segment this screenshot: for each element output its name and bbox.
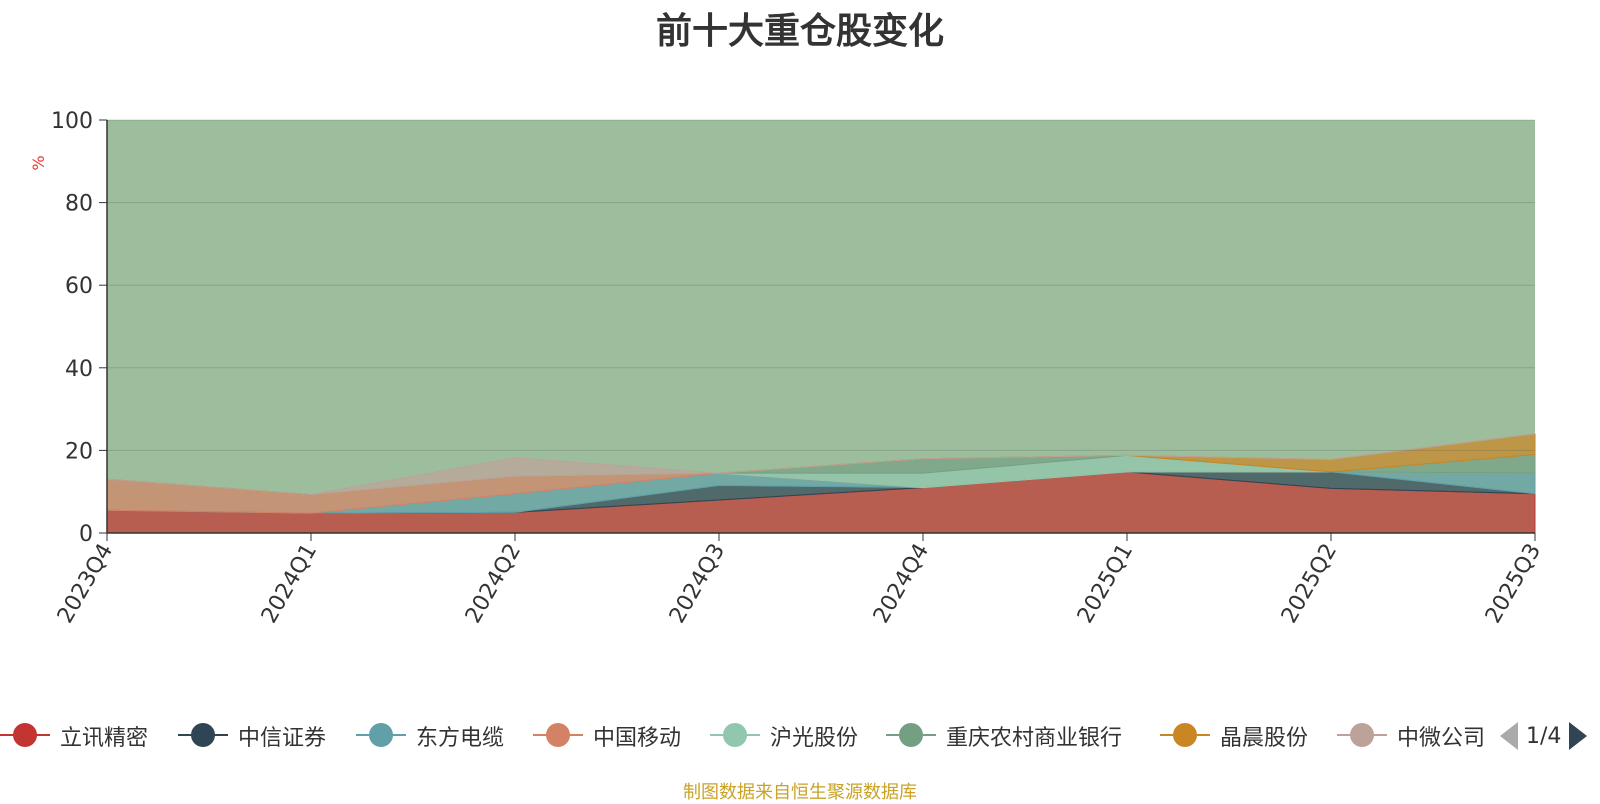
legend-marker-icon (1337, 716, 1387, 756)
legend-marker-icon (356, 716, 406, 756)
legend-marker-icon (0, 716, 50, 756)
y-tick-label: 60 (65, 274, 93, 299)
x-tick-label: 2025Q2 (1277, 540, 1342, 628)
y-tick-label: 0 (79, 522, 93, 547)
legend-label: 中微公司 (1397, 726, 1486, 751)
legend-marker-icon (1160, 716, 1210, 756)
legend-label: 中国移动 (593, 726, 682, 751)
legend-label: 晶晨股份 (1220, 726, 1309, 751)
y-tick-label: 40 (65, 357, 93, 382)
legend-marker-icon (710, 716, 760, 756)
chart-plot: 0 20 40 60 80 100 2023Q4 2024Q1 2024Q2 2024Q3 2024… (29, 109, 1546, 628)
legend-item[interactable]: 晶晨股份 (1160, 716, 1308, 756)
source-note: 制图数据来自恒生聚源数据库 (683, 782, 917, 803)
x-tick-label: 2024Q4 (869, 540, 934, 628)
legend-label: 立讯精密 (60, 726, 149, 751)
legend-marker-icon (533, 716, 583, 756)
x-tick-label: 2024Q3 (665, 540, 730, 628)
legend-item[interactable]: 沪光股份 (710, 716, 858, 756)
legend-item[interactable]: 中信证券 (178, 716, 326, 756)
legend-item[interactable]: 东方电缆 (356, 716, 504, 756)
series-area-8[interactable] (106, 433, 1536, 496)
legend-label: 东方电缆 (416, 726, 505, 751)
legend-page-indicator: 1/4 (1526, 723, 1562, 749)
legend-marker-icon (886, 716, 936, 756)
y-tick-label: 100 (51, 109, 93, 134)
x-tick-label: 2023Q4 (53, 540, 118, 628)
legend: 立讯精密 中信证券 东方电缆 中国移动 沪光股份 重庆农村商业银行 晶晨股份 中微公司 (0, 716, 1490, 756)
legend-marker-icon (178, 716, 228, 756)
legend-item[interactable]: 中国移动 (533, 716, 681, 756)
legend-prev-arrow-icon[interactable] (1500, 722, 1518, 750)
legend-item[interactable]: 中微公司 (1337, 716, 1485, 756)
legend-label: 重庆农村商业银行 (946, 726, 1123, 751)
x-tick-label: 2024Q1 (257, 540, 322, 628)
x-tick-label: 2024Q2 (461, 540, 526, 628)
legend-item[interactable]: 立讯精密 (0, 716, 148, 756)
chart-title: 前十大重仓股变化 (655, 11, 944, 52)
y-tick-label: 80 (65, 192, 93, 217)
x-tick-label: 2025Q1 (1073, 540, 1138, 628)
legend-pager: 1/4 (1500, 716, 1588, 756)
legend-label: 中信证券 (238, 726, 327, 751)
y-axis-label: % (29, 155, 48, 170)
y-tick-label: 20 (65, 439, 93, 464)
legend-next-arrow-icon[interactable] (1569, 722, 1588, 750)
x-tick-label: 2025Q3 (1481, 540, 1546, 628)
legend-label: 沪光股份 (770, 726, 859, 751)
legend-item[interactable]: 重庆农村商业银行 (886, 716, 1122, 756)
